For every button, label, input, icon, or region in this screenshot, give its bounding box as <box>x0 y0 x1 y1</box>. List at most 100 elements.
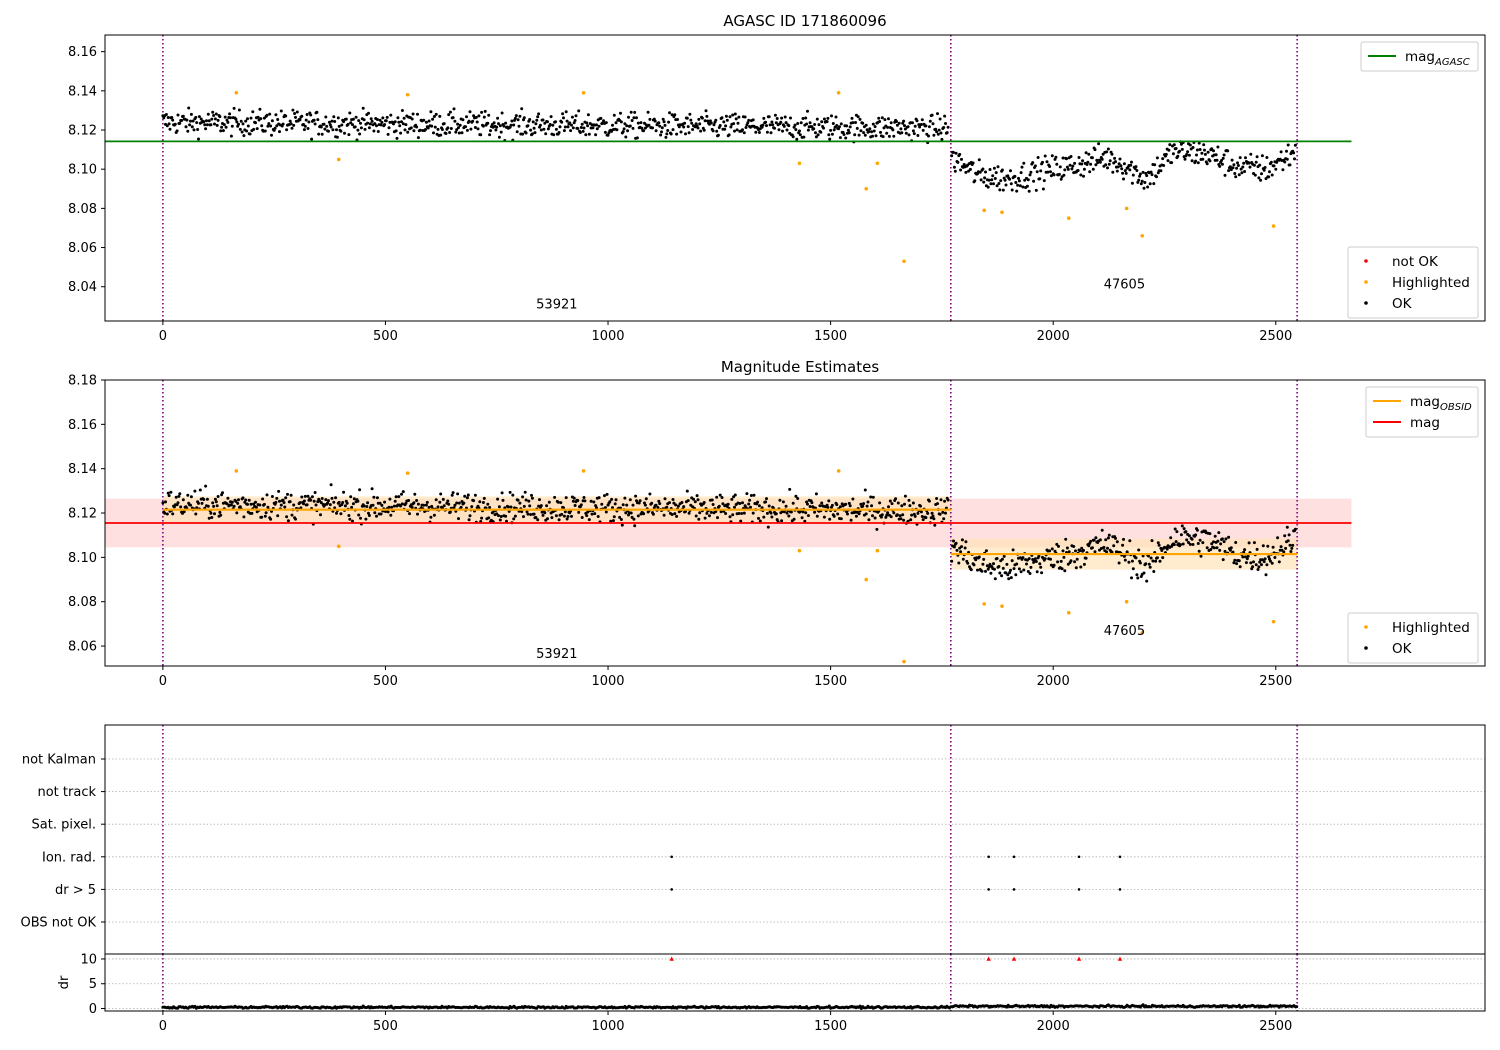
ok-point <box>800 516 804 520</box>
ok-point <box>1009 169 1012 173</box>
ok-point <box>696 126 700 130</box>
ok-point <box>933 523 937 527</box>
legend-label: magAGASC <box>1405 49 1470 68</box>
ok-point <box>597 496 601 500</box>
ok-point <box>176 501 180 505</box>
ok-point <box>371 503 375 507</box>
ok-point <box>480 110 484 114</box>
flag-point <box>1118 888 1122 891</box>
ok-point <box>919 510 923 514</box>
ok-point <box>1286 539 1290 543</box>
ok-point <box>330 119 334 123</box>
ok-point <box>777 128 781 132</box>
ok-point <box>469 127 473 131</box>
ok-point <box>693 500 697 504</box>
ok-point <box>1224 537 1228 541</box>
ok-point <box>604 510 608 514</box>
ok-point <box>754 130 758 134</box>
ok-point <box>372 495 376 499</box>
x-tick-label: 500 <box>373 674 398 689</box>
ok-point <box>295 110 299 114</box>
ok-point <box>1107 533 1111 537</box>
ok-point <box>289 493 293 497</box>
ok-point <box>387 126 391 130</box>
ok-point <box>393 499 397 503</box>
axes-frame <box>104 953 1486 1012</box>
ok-point <box>1203 148 1206 152</box>
ok-point <box>791 501 795 505</box>
ok-point <box>1003 178 1007 182</box>
y-tick-label: 8.16 <box>68 45 97 60</box>
ok-point <box>171 118 175 122</box>
ok-point <box>533 131 537 135</box>
ok-point <box>359 126 363 130</box>
ok-point <box>1188 143 1192 147</box>
legend-label: OK <box>1392 641 1413 657</box>
ok-point <box>463 494 467 498</box>
ok-point <box>413 492 417 496</box>
ok-point <box>1247 541 1251 545</box>
ok-point <box>685 489 689 493</box>
ok-point <box>1090 156 1094 160</box>
ok-point <box>954 541 958 545</box>
ok-point <box>614 121 618 125</box>
ok-point <box>442 504 446 508</box>
ok-point <box>213 117 217 121</box>
ok-point <box>725 118 729 122</box>
ok-point <box>547 500 551 504</box>
ok-point <box>866 500 870 504</box>
ok-point <box>916 134 920 137</box>
ok-point <box>509 505 513 509</box>
ok-point <box>611 506 614 510</box>
ok-point <box>488 133 492 137</box>
ok-point <box>225 118 229 122</box>
ok-point <box>1155 156 1159 160</box>
ok-point <box>375 514 378 518</box>
ok-point <box>1239 167 1243 171</box>
ok-point <box>903 494 907 498</box>
ok-point <box>342 120 346 124</box>
ok-point <box>229 503 233 507</box>
ok-point <box>1256 568 1260 571</box>
ok-point <box>1263 166 1267 169</box>
ok-point <box>323 127 327 131</box>
ok-point <box>1215 158 1219 162</box>
ok-point <box>1232 561 1236 565</box>
ok-point <box>585 514 589 518</box>
ok-point <box>573 119 577 122</box>
ok-point <box>369 117 373 121</box>
ok-point <box>859 502 863 506</box>
ok-point <box>698 511 702 515</box>
ok-point <box>760 506 764 510</box>
ok-point <box>452 107 456 111</box>
ok-point <box>847 501 851 505</box>
ok-point <box>241 122 245 126</box>
ok-point <box>393 120 397 124</box>
ok-point <box>868 127 872 131</box>
ok-point <box>224 125 228 129</box>
ok-point <box>312 118 316 122</box>
ok-point <box>762 116 766 120</box>
ok-point <box>1242 161 1246 165</box>
y-tick-label: 8.08 <box>68 202 97 217</box>
ok-point <box>312 499 316 503</box>
ok-point <box>794 494 798 498</box>
ok-point <box>375 118 379 121</box>
ok-point <box>359 121 362 125</box>
ok-point <box>669 132 673 136</box>
ok-point <box>1134 556 1138 560</box>
ok-point <box>720 496 724 499</box>
ok-point <box>1268 170 1271 174</box>
ok-point <box>401 122 405 126</box>
ok-point <box>1258 163 1262 167</box>
y-tick-label: 8.12 <box>68 124 97 139</box>
ok-point <box>871 134 874 138</box>
legend-label-main: OK <box>1392 641 1413 657</box>
ok-point <box>424 503 428 507</box>
highlighted-point <box>234 90 239 95</box>
obsid-label: 47605 <box>1104 278 1145 293</box>
ok-point <box>903 127 907 131</box>
ok-point <box>180 119 184 122</box>
ok-point <box>225 502 229 506</box>
